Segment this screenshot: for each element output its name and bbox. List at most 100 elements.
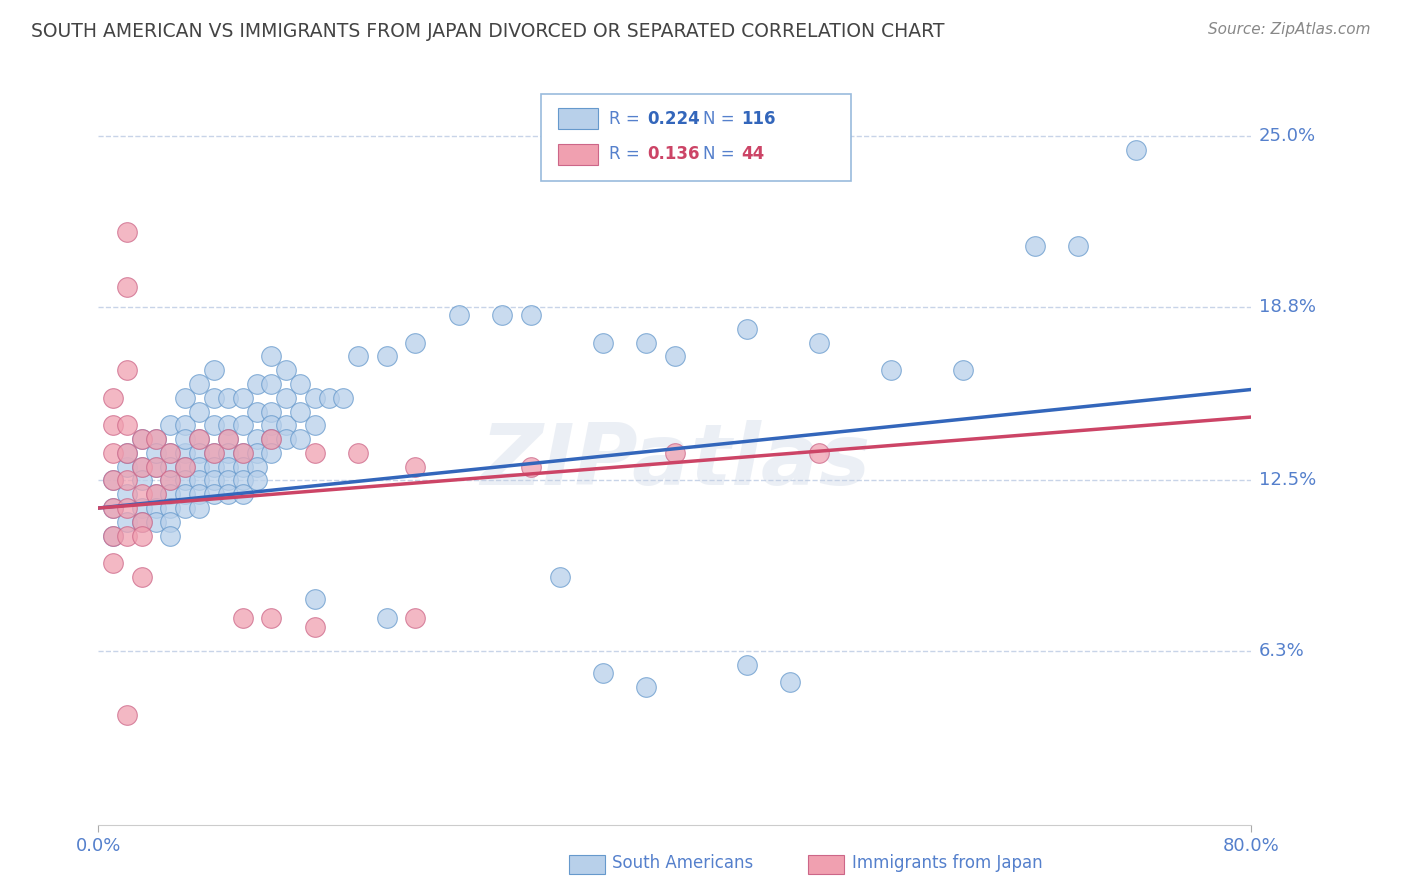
Point xyxy=(131,570,153,584)
Point xyxy=(159,446,181,460)
Point xyxy=(592,335,614,350)
Point xyxy=(145,487,167,501)
Point xyxy=(274,391,297,405)
Point xyxy=(1067,239,1090,253)
Point xyxy=(246,432,269,446)
Point xyxy=(304,391,326,405)
Point xyxy=(117,280,139,294)
Point xyxy=(202,474,225,488)
Text: R =: R = xyxy=(609,145,645,163)
Point xyxy=(520,308,543,322)
Point xyxy=(304,446,326,460)
Point xyxy=(131,487,153,501)
Point xyxy=(174,487,197,501)
Point xyxy=(131,432,153,446)
Point xyxy=(159,446,181,460)
Point xyxy=(217,446,239,460)
Point xyxy=(145,501,167,516)
Point xyxy=(346,350,368,364)
Point xyxy=(779,674,801,689)
Point xyxy=(117,446,139,460)
Point xyxy=(188,432,211,446)
Point xyxy=(174,391,197,405)
Text: R =: R = xyxy=(609,110,645,128)
Point xyxy=(101,528,124,542)
Point xyxy=(260,611,283,625)
Point xyxy=(117,707,139,722)
Point xyxy=(231,487,254,501)
Point xyxy=(117,501,139,516)
Point xyxy=(217,391,239,405)
Point xyxy=(145,487,167,501)
Point xyxy=(664,446,686,460)
Point xyxy=(174,501,197,516)
Point xyxy=(202,391,225,405)
Point xyxy=(101,418,124,433)
Point xyxy=(159,474,181,488)
Point xyxy=(202,363,225,377)
Point xyxy=(274,432,297,446)
Point xyxy=(735,658,758,673)
Point xyxy=(101,474,124,488)
Text: 6.3%: 6.3% xyxy=(1258,642,1305,660)
Point xyxy=(274,363,297,377)
Point xyxy=(101,556,124,570)
Point xyxy=(159,515,181,529)
Point xyxy=(346,446,368,460)
Point xyxy=(202,418,225,433)
Point xyxy=(159,474,181,488)
Point xyxy=(260,432,283,446)
Point xyxy=(260,418,283,433)
Point xyxy=(548,570,571,584)
Point xyxy=(145,432,167,446)
Point xyxy=(304,418,326,433)
Point xyxy=(260,446,283,460)
Text: 44: 44 xyxy=(741,145,765,163)
Text: N =: N = xyxy=(703,110,740,128)
Point xyxy=(117,528,139,542)
Point xyxy=(405,335,427,350)
Point xyxy=(117,515,139,529)
Point xyxy=(131,459,153,474)
Point xyxy=(117,446,139,460)
Point xyxy=(131,515,153,529)
Point xyxy=(664,350,686,364)
Point xyxy=(217,487,239,501)
Text: 18.8%: 18.8% xyxy=(1258,298,1316,316)
Point xyxy=(117,459,139,474)
Point xyxy=(174,459,197,474)
Text: South Americans: South Americans xyxy=(612,855,752,872)
Text: 0.136: 0.136 xyxy=(647,145,699,163)
Point xyxy=(217,459,239,474)
Point xyxy=(202,446,225,460)
Point xyxy=(159,487,181,501)
Point xyxy=(231,611,254,625)
Point xyxy=(318,391,340,405)
Point xyxy=(231,391,254,405)
Point xyxy=(188,404,211,418)
Text: 25.0%: 25.0% xyxy=(1258,127,1316,145)
Point xyxy=(117,418,139,433)
Point xyxy=(375,611,398,625)
Text: Source: ZipAtlas.com: Source: ZipAtlas.com xyxy=(1208,22,1371,37)
Text: 0.224: 0.224 xyxy=(647,110,700,128)
Point xyxy=(159,459,181,474)
Point xyxy=(145,459,167,474)
Text: 12.5%: 12.5% xyxy=(1258,472,1316,490)
Point xyxy=(174,474,197,488)
Point xyxy=(290,404,312,418)
Point xyxy=(274,418,297,433)
Point xyxy=(131,515,153,529)
Point xyxy=(592,666,614,681)
Point xyxy=(202,487,225,501)
Point xyxy=(260,376,283,391)
Point xyxy=(188,376,211,391)
Point xyxy=(808,446,831,460)
Point xyxy=(491,308,513,322)
Point xyxy=(174,418,197,433)
Point xyxy=(174,446,197,460)
Point xyxy=(217,418,239,433)
Text: 116: 116 xyxy=(741,110,776,128)
Point xyxy=(217,474,239,488)
Point xyxy=(290,376,312,391)
